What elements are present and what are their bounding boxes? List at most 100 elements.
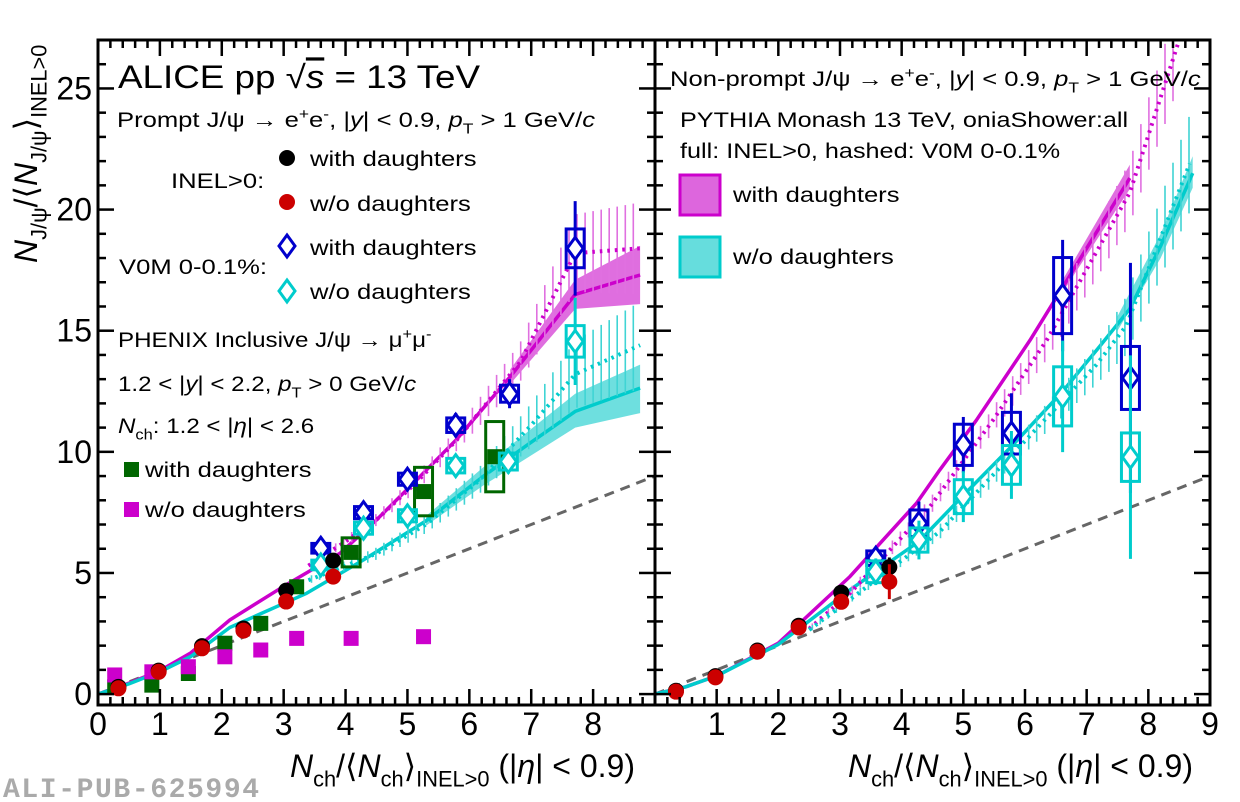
y-tick-label: 20 [56, 192, 92, 228]
data-point-v0m_wo [1001, 451, 1022, 479]
data-point-inel_wo [749, 643, 766, 660]
data-point-inel_wo [150, 663, 167, 680]
legend-label-inel-with-daughters: with daughters [309, 147, 477, 170]
legend-marker-v0m-wo-daughters [277, 277, 297, 305]
left-panel-prompt: 0 1 2 3 4 5 6 7 8 0 5 10 15 20 25 ALICE pp √s = 13 TeV… [8, 38, 657, 792]
text-segment: y [183, 372, 199, 395]
text-segment: N [916, 748, 940, 784]
text-segment: y [348, 108, 364, 131]
text-segment: ch [313, 767, 336, 792]
text-segment: e [309, 108, 323, 131]
text-segment: ch [871, 767, 894, 792]
legend-label-inel-wo-daughters: w/o daughters [309, 192, 471, 215]
legend-box-pythia-with-daughters [678, 173, 722, 217]
phenix-title: PHENIX Inclusive J/ψ → μ+μ- [118, 327, 432, 352]
text-segment: J/ψ [27, 130, 52, 163]
y-axis-title: NJ/ψ/⟨NJ/ψ⟩INEL>0 [8, 45, 52, 263]
data-point-inel_wo [790, 619, 807, 636]
data-point-phenix_wo [253, 642, 269, 658]
text-segment: > 1 GeV/ [1079, 67, 1188, 90]
text-segment: p [447, 108, 462, 131]
text-segment: /⟨ [894, 748, 915, 784]
data-point-phenix_wo [289, 630, 305, 646]
data-point-v0m_with [1052, 282, 1073, 310]
legend-marker-phenix-with-daughters [124, 462, 139, 477]
text-segment: INEL>0 [974, 767, 1047, 792]
text-segment: p [277, 372, 291, 395]
data-point-v0m_with [397, 465, 418, 493]
data-point-v0m_wo [909, 526, 929, 554]
text-segment: μ [412, 328, 426, 351]
x-tick-label: 2 [769, 706, 787, 742]
data-point-inel_with [325, 552, 342, 569]
text-segment: c [404, 372, 417, 395]
text-segment: /⟨ [336, 748, 357, 784]
x-tick-label: 5 [399, 706, 417, 742]
data-point-phenix_with [343, 544, 359, 560]
pythia-style-note: full: INEL>0, hashed: V0M 0-0.1% [680, 139, 1060, 163]
text-segment: N [118, 414, 136, 437]
x-tick-label: 7 [522, 706, 540, 742]
text-segment: (| [1047, 748, 1075, 784]
sys-box-phenix_with [340, 536, 362, 569]
text-segment: | < 0.9, [968, 67, 1054, 90]
text-segment: Non-prompt J/ψ → e [670, 67, 905, 90]
data-point-phenix_wo [217, 649, 233, 665]
text-segment: N [358, 748, 382, 784]
y-tick-label: 0 [74, 676, 92, 712]
data-point-inel_wo [193, 640, 210, 657]
text-segment: ALICE pp [118, 60, 286, 95]
text-segment: ch [939, 767, 962, 792]
legend-group-label-inel: INEL>0: [171, 169, 264, 192]
legend-label-phenix-wo-daughters: w/o daughters [144, 498, 306, 521]
right-plot-area [655, 40, 1210, 700]
legend-group-label-v0m: V0M 0-0.1%: [119, 255, 267, 278]
y-tick-label: 10 [56, 434, 92, 470]
right-x-axis-title: Nch/⟨Nch⟩INEL>0 (|η| < 0.9) [848, 748, 1193, 792]
x-tick-label: 3 [831, 706, 849, 742]
text-segment: J/ψ [27, 207, 52, 240]
data-point-v0m_wo [1052, 382, 1073, 410]
left-plot-area [98, 201, 655, 697]
x-tick-label: 2 [213, 706, 231, 742]
left-axes: 0 1 2 3 4 5 6 7 8 0 5 10 15 20 25 [56, 38, 657, 742]
data-point-v0m_wo [397, 502, 418, 530]
sys-box-phenix_with [413, 465, 435, 518]
text-segment: ch [381, 767, 404, 792]
legend-marker-inel-wo-daughters [279, 194, 295, 210]
text-segment: + [299, 107, 309, 122]
text-segment: | < 0.9, [363, 108, 449, 131]
data-point-v0m_wo [498, 447, 519, 476]
text-segment: INEL>0 [27, 45, 52, 118]
x-tick-label: 8 [1139, 706, 1157, 742]
x-tick-label: 9 [1201, 706, 1219, 742]
text-segment: /⟨ [8, 186, 44, 207]
text-segment: T [463, 122, 474, 137]
data-point-inel_wo [235, 622, 252, 639]
text-segment: | < 0.9) [535, 748, 635, 784]
text-segment: | < 0.9) [1093, 748, 1193, 784]
reference-line-y-equals-x [98, 474, 655, 696]
pythia-tune-label: PYTHIA Monash 13 TeV, oniaShower:all [680, 108, 1128, 132]
x-tick-label: 0 [89, 706, 107, 742]
model-line-pythia_v0m_with [307, 246, 641, 568]
text-segment: ch [135, 427, 152, 443]
experiment-title: ALICE pp √s = 13 TeV [118, 60, 480, 95]
data-point-v0m_with [953, 431, 974, 459]
data-point-inel_wo [325, 568, 342, 585]
right-axes: 1 2 3 4 5 6 7 8 9 [653, 38, 1219, 742]
data-point-phenix_wo [416, 629, 432, 645]
data-point-inel_wo [881, 573, 898, 590]
text-segment: η [1075, 748, 1093, 784]
legend-box-pythia-wo-daughters [678, 235, 722, 279]
figure-watermark-id: ALI-PUB-625994 [3, 775, 261, 802]
data-point-inel_wo [667, 683, 684, 700]
data-point-phenix_wo [180, 659, 196, 675]
x-tick-label: 1 [151, 706, 169, 742]
x-tick-label: 6 [460, 706, 478, 742]
data-point-phenix_wo [107, 667, 123, 683]
data-point-inel_wo [707, 669, 724, 686]
data-point-phenix_wo [343, 630, 359, 646]
text-segment: e [915, 67, 929, 90]
